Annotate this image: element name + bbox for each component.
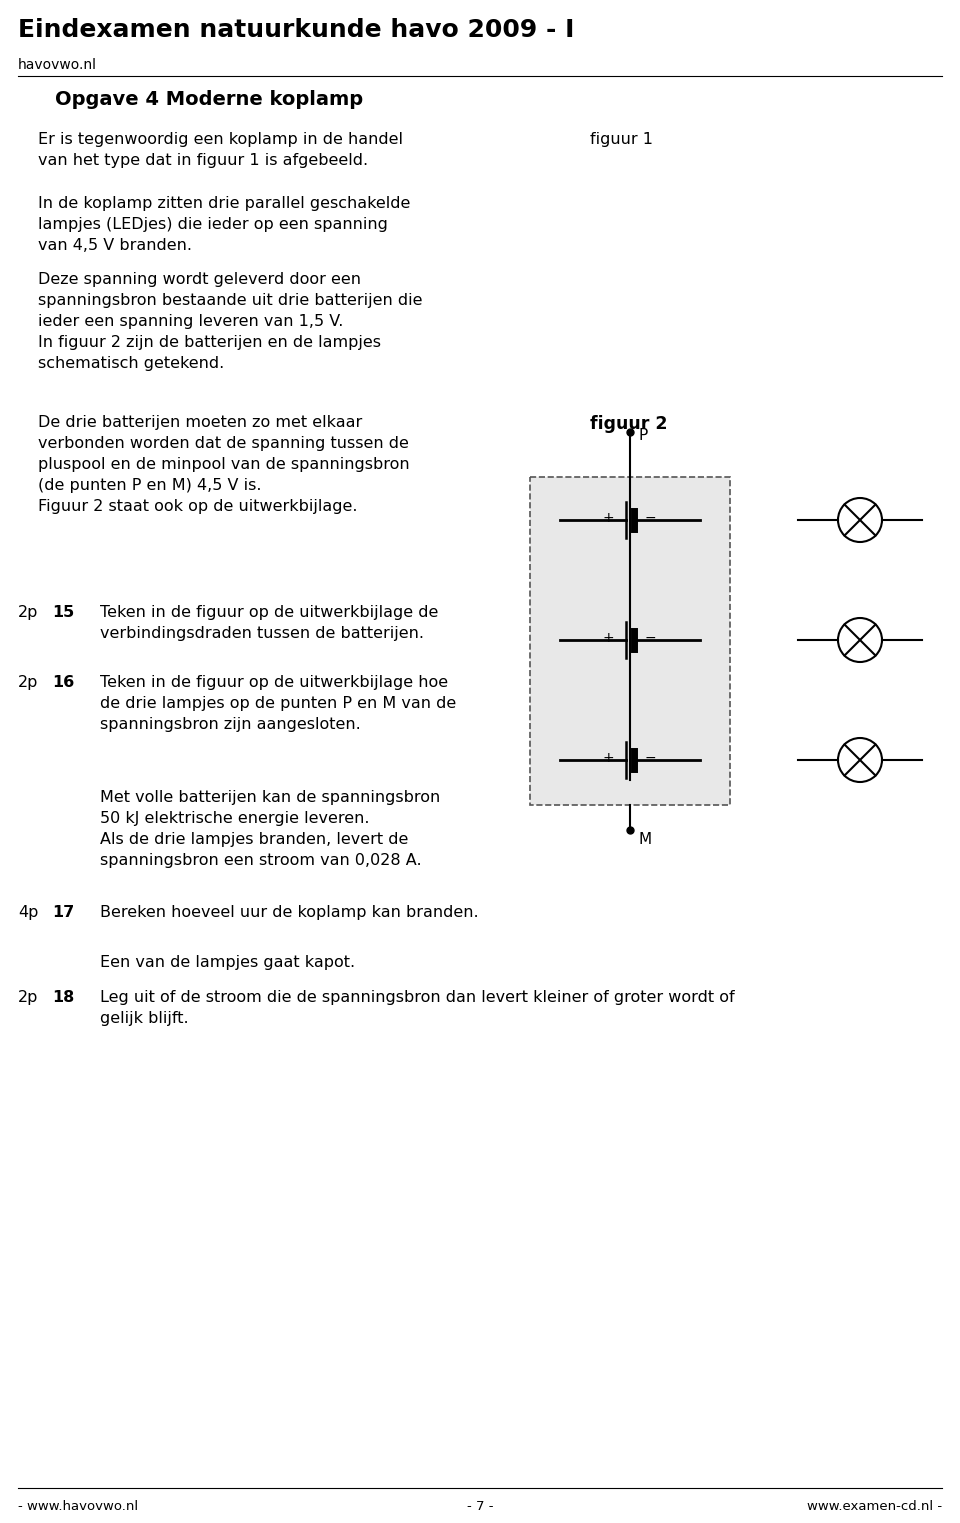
Text: Teken in de figuur op de uitwerkbijlage de
verbindingsdraden tussen de batterije: Teken in de figuur op de uitwerkbijlage … bbox=[100, 605, 439, 641]
Text: Teken in de figuur op de uitwerkbijlage hoe
de drie lampjes op de punten P en M : Teken in de figuur op de uitwerkbijlage … bbox=[100, 675, 456, 733]
Text: Leg uit of de stroom die de spanningsbron dan levert kleiner of groter wordt of
: Leg uit of de stroom die de spanningsbro… bbox=[100, 990, 734, 1027]
Text: −: − bbox=[644, 631, 656, 646]
Text: 17: 17 bbox=[52, 905, 74, 920]
Text: 2p: 2p bbox=[18, 675, 38, 690]
Text: - www.havovwo.nl: - www.havovwo.nl bbox=[18, 1500, 138, 1512]
Bar bbox=[530, 477, 730, 806]
Text: +: + bbox=[602, 751, 613, 765]
Text: Deze spanning wordt geleverd door een
spanningsbron bestaande uit drie batterije: Deze spanning wordt geleverd door een sp… bbox=[38, 273, 422, 372]
Text: havovwo.nl: havovwo.nl bbox=[18, 58, 97, 72]
Text: +: + bbox=[602, 512, 613, 525]
Text: −: − bbox=[644, 512, 656, 525]
Text: Een van de lampjes gaat kapot.: Een van de lampjes gaat kapot. bbox=[100, 955, 355, 970]
Text: www.examen-cd.nl -: www.examen-cd.nl - bbox=[806, 1500, 942, 1512]
Text: 2p: 2p bbox=[18, 605, 38, 620]
Text: In de koplamp zitten drie parallel geschakelde
lampjes (LEDjes) die ieder op een: In de koplamp zitten drie parallel gesch… bbox=[38, 196, 410, 253]
Text: 16: 16 bbox=[52, 675, 74, 690]
Text: figuur 1: figuur 1 bbox=[590, 133, 653, 148]
Text: M: M bbox=[638, 832, 651, 847]
Text: −: − bbox=[644, 751, 656, 765]
Text: Met volle batterijen kan de spanningsbron
50 kJ elektrische energie leveren.
Als: Met volle batterijen kan de spanningsbro… bbox=[100, 790, 441, 868]
Text: Eindexamen natuurkunde havo 2009 - I: Eindexamen natuurkunde havo 2009 - I bbox=[18, 18, 574, 43]
Text: 15: 15 bbox=[52, 605, 74, 620]
Text: 2p: 2p bbox=[18, 990, 38, 1005]
Text: figuur 2: figuur 2 bbox=[590, 414, 667, 433]
Text: Bereken hoeveel uur de koplamp kan branden.: Bereken hoeveel uur de koplamp kan brand… bbox=[100, 905, 479, 920]
Text: +: + bbox=[602, 631, 613, 646]
Text: 4p: 4p bbox=[18, 905, 38, 920]
Text: - 7 -: - 7 - bbox=[467, 1500, 493, 1512]
Text: Opgave 4 Moderne koplamp: Opgave 4 Moderne koplamp bbox=[55, 90, 363, 110]
Bar bbox=[530, 477, 730, 806]
Text: 18: 18 bbox=[52, 990, 74, 1005]
Text: P: P bbox=[638, 428, 647, 443]
Text: Er is tegenwoordig een koplamp in de handel
van het type dat in figuur 1 is afge: Er is tegenwoordig een koplamp in de han… bbox=[38, 133, 403, 168]
Text: De drie batterijen moeten zo met elkaar
verbonden worden dat de spanning tussen : De drie batterijen moeten zo met elkaar … bbox=[38, 414, 410, 513]
